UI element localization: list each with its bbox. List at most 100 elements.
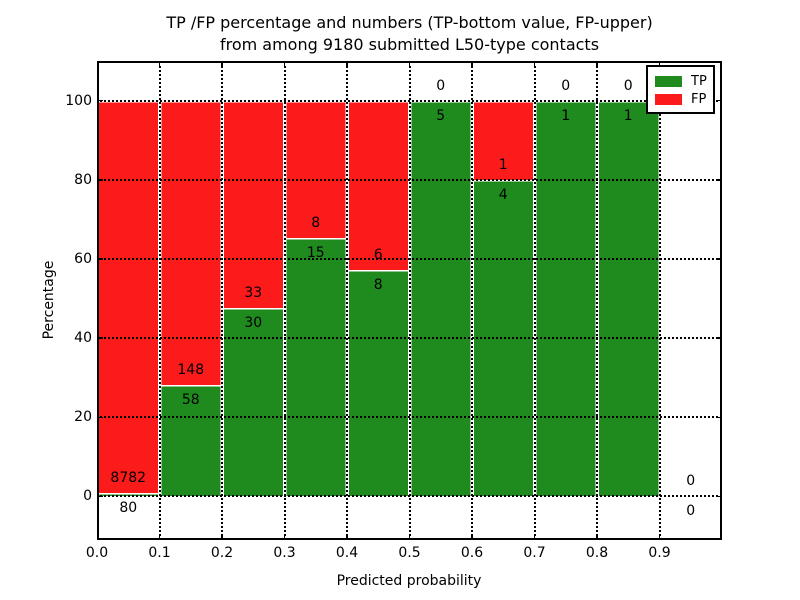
bar-segment-fp xyxy=(222,100,285,308)
gridline-vertical xyxy=(221,61,223,540)
x-tick xyxy=(533,534,536,540)
gridline-vertical xyxy=(658,61,661,540)
bar-label-tp: 8 xyxy=(373,277,383,294)
chart-title-line2: from among 9180 submitted L50-type conta… xyxy=(219,35,600,54)
x-tick-label: 0.8 xyxy=(585,545,609,561)
bar-label-fp: 0 xyxy=(686,473,696,490)
y-tick-right xyxy=(716,416,722,419)
x-tick xyxy=(471,534,473,540)
y-tick-label: 100 xyxy=(65,92,92,109)
x-tick xyxy=(221,534,223,540)
x-tick-label: 0.1 xyxy=(148,545,171,561)
x-tick-top xyxy=(346,61,348,67)
gridline-vertical xyxy=(533,61,536,540)
bar-label-fp: 8782 xyxy=(110,469,147,486)
y-tick-right xyxy=(716,495,722,498)
legend-swatch-tp-icon xyxy=(655,75,682,87)
legend-label: FP xyxy=(691,91,707,107)
x-tick-top xyxy=(158,61,161,67)
x-tick-top xyxy=(471,61,473,67)
x-tick-label: 0.4 xyxy=(335,545,359,561)
bar-label-tp: 15 xyxy=(306,245,325,262)
y-tick xyxy=(97,416,103,419)
bar-label-fp: 33 xyxy=(244,285,263,302)
bar-label-tp: 30 xyxy=(244,315,263,332)
x-tick-top xyxy=(408,61,411,67)
y-tick-label: 80 xyxy=(74,171,92,188)
gridline-vertical xyxy=(158,61,161,540)
legend-swatch-fp-icon xyxy=(655,93,682,105)
gridline-vertical xyxy=(408,61,411,540)
bar-segment-fp xyxy=(159,100,222,385)
gridline-vertical xyxy=(283,61,286,540)
y-tick-right xyxy=(716,337,722,339)
x-tick xyxy=(283,534,286,540)
bar-segment-tp xyxy=(409,100,472,497)
y-tick-label: 40 xyxy=(74,330,92,347)
bar-segment-tp xyxy=(97,492,160,497)
legend-item: TP xyxy=(655,72,713,90)
bar-segment-tp xyxy=(347,270,410,497)
x-tick xyxy=(346,534,348,540)
gridline-vertical xyxy=(346,61,348,540)
plot-area: TP FP 8782 80 148 58 33 30 8 15 6 8 0 5 1 4 0 1 0 1 0 0 xyxy=(95,61,722,540)
bar-label-fp: 0 xyxy=(561,77,571,94)
x-tick-top xyxy=(658,61,661,67)
bar-segment-tp xyxy=(597,100,660,497)
x-tick xyxy=(158,534,161,540)
y-tick-label: 60 xyxy=(74,250,92,267)
bar-label-tp: 58 xyxy=(181,391,200,408)
y-tick xyxy=(97,337,103,339)
x-tick-label: 0.9 xyxy=(648,545,671,561)
bar-label-fp: 0 xyxy=(623,77,633,94)
x-tick-label: 0.3 xyxy=(273,545,296,561)
x-tick-top xyxy=(596,61,598,67)
bar-label-fp: 1 xyxy=(498,156,508,173)
y-tick xyxy=(97,179,103,181)
bar-label-tp: 0 xyxy=(686,503,696,520)
x-tick xyxy=(658,534,661,540)
bar-segment-fp xyxy=(472,100,535,180)
gridline-vertical xyxy=(471,61,473,540)
bar-label-fp: 8 xyxy=(311,215,321,232)
bar-segment-fp xyxy=(347,100,410,271)
gridline-vertical xyxy=(596,61,598,540)
legend-label: TP xyxy=(691,73,707,89)
bar-label-fp: 6 xyxy=(373,247,383,264)
x-tick xyxy=(596,534,598,540)
bar-label-tp: 4 xyxy=(498,186,508,203)
x-tick-label: 0.7 xyxy=(523,545,546,561)
chart-title-line1: TP /FP percentage and numbers (TP-bottom… xyxy=(166,13,653,32)
bar-segment-tp xyxy=(284,238,347,497)
bar-label-tp: 5 xyxy=(436,107,446,124)
y-tick xyxy=(97,495,103,498)
bar-label-tp: 1 xyxy=(561,107,571,124)
x-tick-label: 0.5 xyxy=(398,545,421,561)
y-axis-tick-labels: 0 20 40 60 80 100 xyxy=(40,0,92,600)
x-tick-label: 0.2 xyxy=(210,545,234,561)
bar-segment-tp xyxy=(534,100,597,497)
bar-segment-fp xyxy=(97,100,160,493)
bar-label-tp: 80 xyxy=(119,499,138,516)
y-tick-label: 20 xyxy=(74,409,92,426)
bar-segment-fp xyxy=(284,100,347,239)
x-tick-top xyxy=(221,61,223,67)
y-tick-right xyxy=(716,179,722,181)
y-tick-right xyxy=(716,258,722,260)
y-tick xyxy=(97,258,103,260)
x-tick-top xyxy=(283,61,286,67)
legend: TP FP xyxy=(646,65,715,114)
legend-item: FP xyxy=(655,90,713,108)
y-tick-label: 0 xyxy=(83,488,92,505)
y-tick-right xyxy=(716,99,722,102)
chart-title: TP /FP percentage and numbers (TP-bottom… xyxy=(97,12,722,56)
bar-label-fp: 148 xyxy=(177,361,205,378)
bar-segment-tp xyxy=(159,384,222,497)
bar-edge xyxy=(95,100,99,497)
x-tick-label: 0.6 xyxy=(460,545,484,561)
x-tick xyxy=(408,534,411,540)
x-axis-label: Predicted probability xyxy=(336,573,482,589)
bar-label-fp: 0 xyxy=(436,77,446,94)
bar-segment-tp xyxy=(222,308,285,497)
